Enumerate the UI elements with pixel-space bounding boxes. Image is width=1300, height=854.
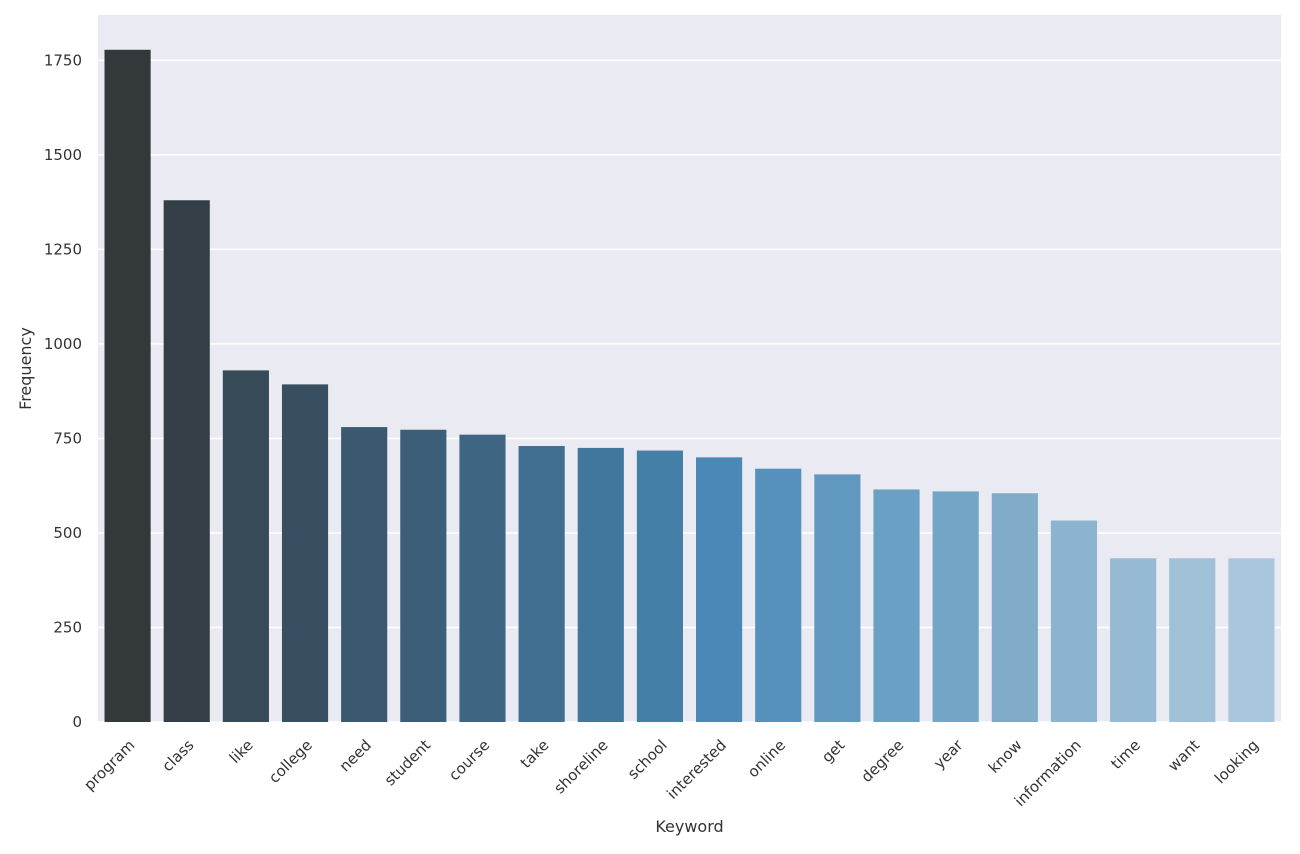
x-tick-label: college bbox=[265, 736, 316, 787]
bar-know bbox=[991, 493, 1038, 722]
x-tick-label: year bbox=[930, 736, 967, 773]
bars bbox=[104, 49, 1275, 722]
x-tick-label: interested bbox=[663, 736, 730, 803]
y-tick-label: 500 bbox=[53, 524, 82, 542]
y-tick-label: 1500 bbox=[44, 146, 82, 164]
bar-class bbox=[163, 200, 210, 722]
x-tick-label: time bbox=[1107, 736, 1144, 773]
y-tick-labels: 0 250 500 750 1000 1250 1500 1750 bbox=[44, 51, 82, 731]
x-tick-label: online bbox=[744, 736, 789, 781]
x-tick-label: student bbox=[381, 736, 434, 789]
x-tick-label: degree bbox=[857, 736, 907, 786]
x-tick-label: need bbox=[336, 736, 375, 775]
bar-need bbox=[341, 427, 388, 722]
bar-shoreline bbox=[577, 447, 624, 722]
y-tick-label: 1250 bbox=[44, 240, 82, 258]
bar-program bbox=[104, 49, 151, 722]
x-tick-label: class bbox=[158, 736, 197, 775]
y-tick-label: 1000 bbox=[44, 335, 82, 353]
bar-looking bbox=[1228, 558, 1275, 722]
bar-online bbox=[755, 468, 802, 722]
x-tick-label: get bbox=[818, 736, 848, 766]
x-tick-label: school bbox=[624, 736, 671, 783]
x-tick-label: want bbox=[1164, 736, 1203, 775]
x-tick-labels: program class like college need student course… bbox=[80, 736, 1262, 811]
plot-background bbox=[98, 15, 1281, 722]
x-tick-label: looking bbox=[1211, 736, 1262, 787]
bar-student bbox=[400, 429, 447, 722]
x-axis-title: Keyword bbox=[655, 817, 723, 836]
bar-college bbox=[281, 384, 329, 722]
x-tick-label: shoreline bbox=[550, 736, 611, 797]
y-tick-label: 1750 bbox=[44, 51, 82, 69]
y-tick-label: 250 bbox=[53, 618, 82, 636]
bar-time bbox=[1110, 558, 1157, 722]
y-axis-title: Frequency bbox=[16, 327, 35, 410]
x-tick-label: course bbox=[445, 736, 493, 784]
y-tick-label: 750 bbox=[53, 429, 82, 447]
bar-information bbox=[1050, 520, 1098, 722]
x-tick-label: take bbox=[517, 736, 553, 772]
bar-year bbox=[932, 491, 979, 722]
bar-interested bbox=[696, 457, 743, 722]
x-tick-label: program bbox=[80, 736, 138, 794]
bar-take bbox=[518, 446, 565, 722]
bar-degree bbox=[873, 489, 920, 722]
bar-course bbox=[459, 434, 506, 722]
bar-like bbox=[222, 370, 269, 722]
y-tick-label: 0 bbox=[72, 713, 82, 731]
x-tick-label: know bbox=[985, 736, 1026, 777]
x-tick-label: like bbox=[226, 736, 257, 767]
bar-get bbox=[814, 474, 861, 722]
bar-want bbox=[1169, 558, 1216, 722]
bar-school bbox=[636, 450, 683, 722]
